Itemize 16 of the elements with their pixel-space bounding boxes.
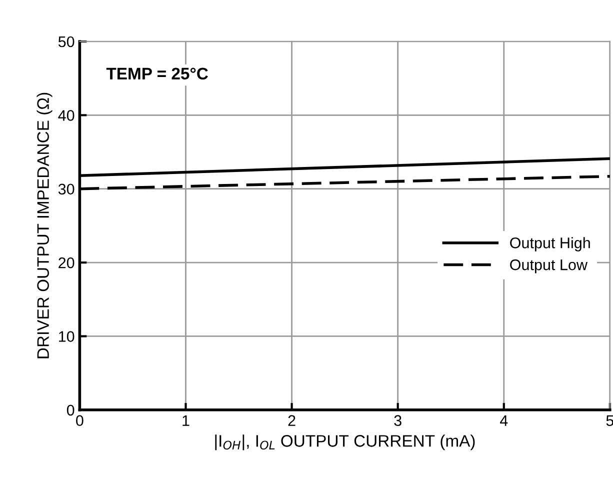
annotation: TEMP = 25°C: [106, 68, 208, 80]
legend-label: Output High: [510, 237, 590, 252]
y-axis-title: DRIVER OUTPUT IMPEDANCE (Ω): [36, 92, 52, 358]
legend-label: Output Low: [510, 259, 588, 274]
y-tick-label: 40: [58, 110, 74, 121]
y-tick-label: 50: [58, 36, 74, 48]
x-axis-title: |I$_{OH}$|, I$_{OL}$ OUTPUT CURRENT (mA): [215, 434, 475, 450]
x-tick-label: 4: [500, 415, 508, 426]
y-tick-label: 30: [58, 184, 74, 195]
y-tick-label: 0: [66, 404, 74, 416]
y-tick-label: 20: [58, 257, 74, 268]
x-tick-label: 2: [288, 415, 296, 426]
x-tick-label: 3: [394, 415, 402, 426]
x-tick-label: 0: [76, 415, 84, 426]
y-tick-label: 10: [59, 331, 74, 342]
x-tick-label: 1: [182, 415, 190, 426]
